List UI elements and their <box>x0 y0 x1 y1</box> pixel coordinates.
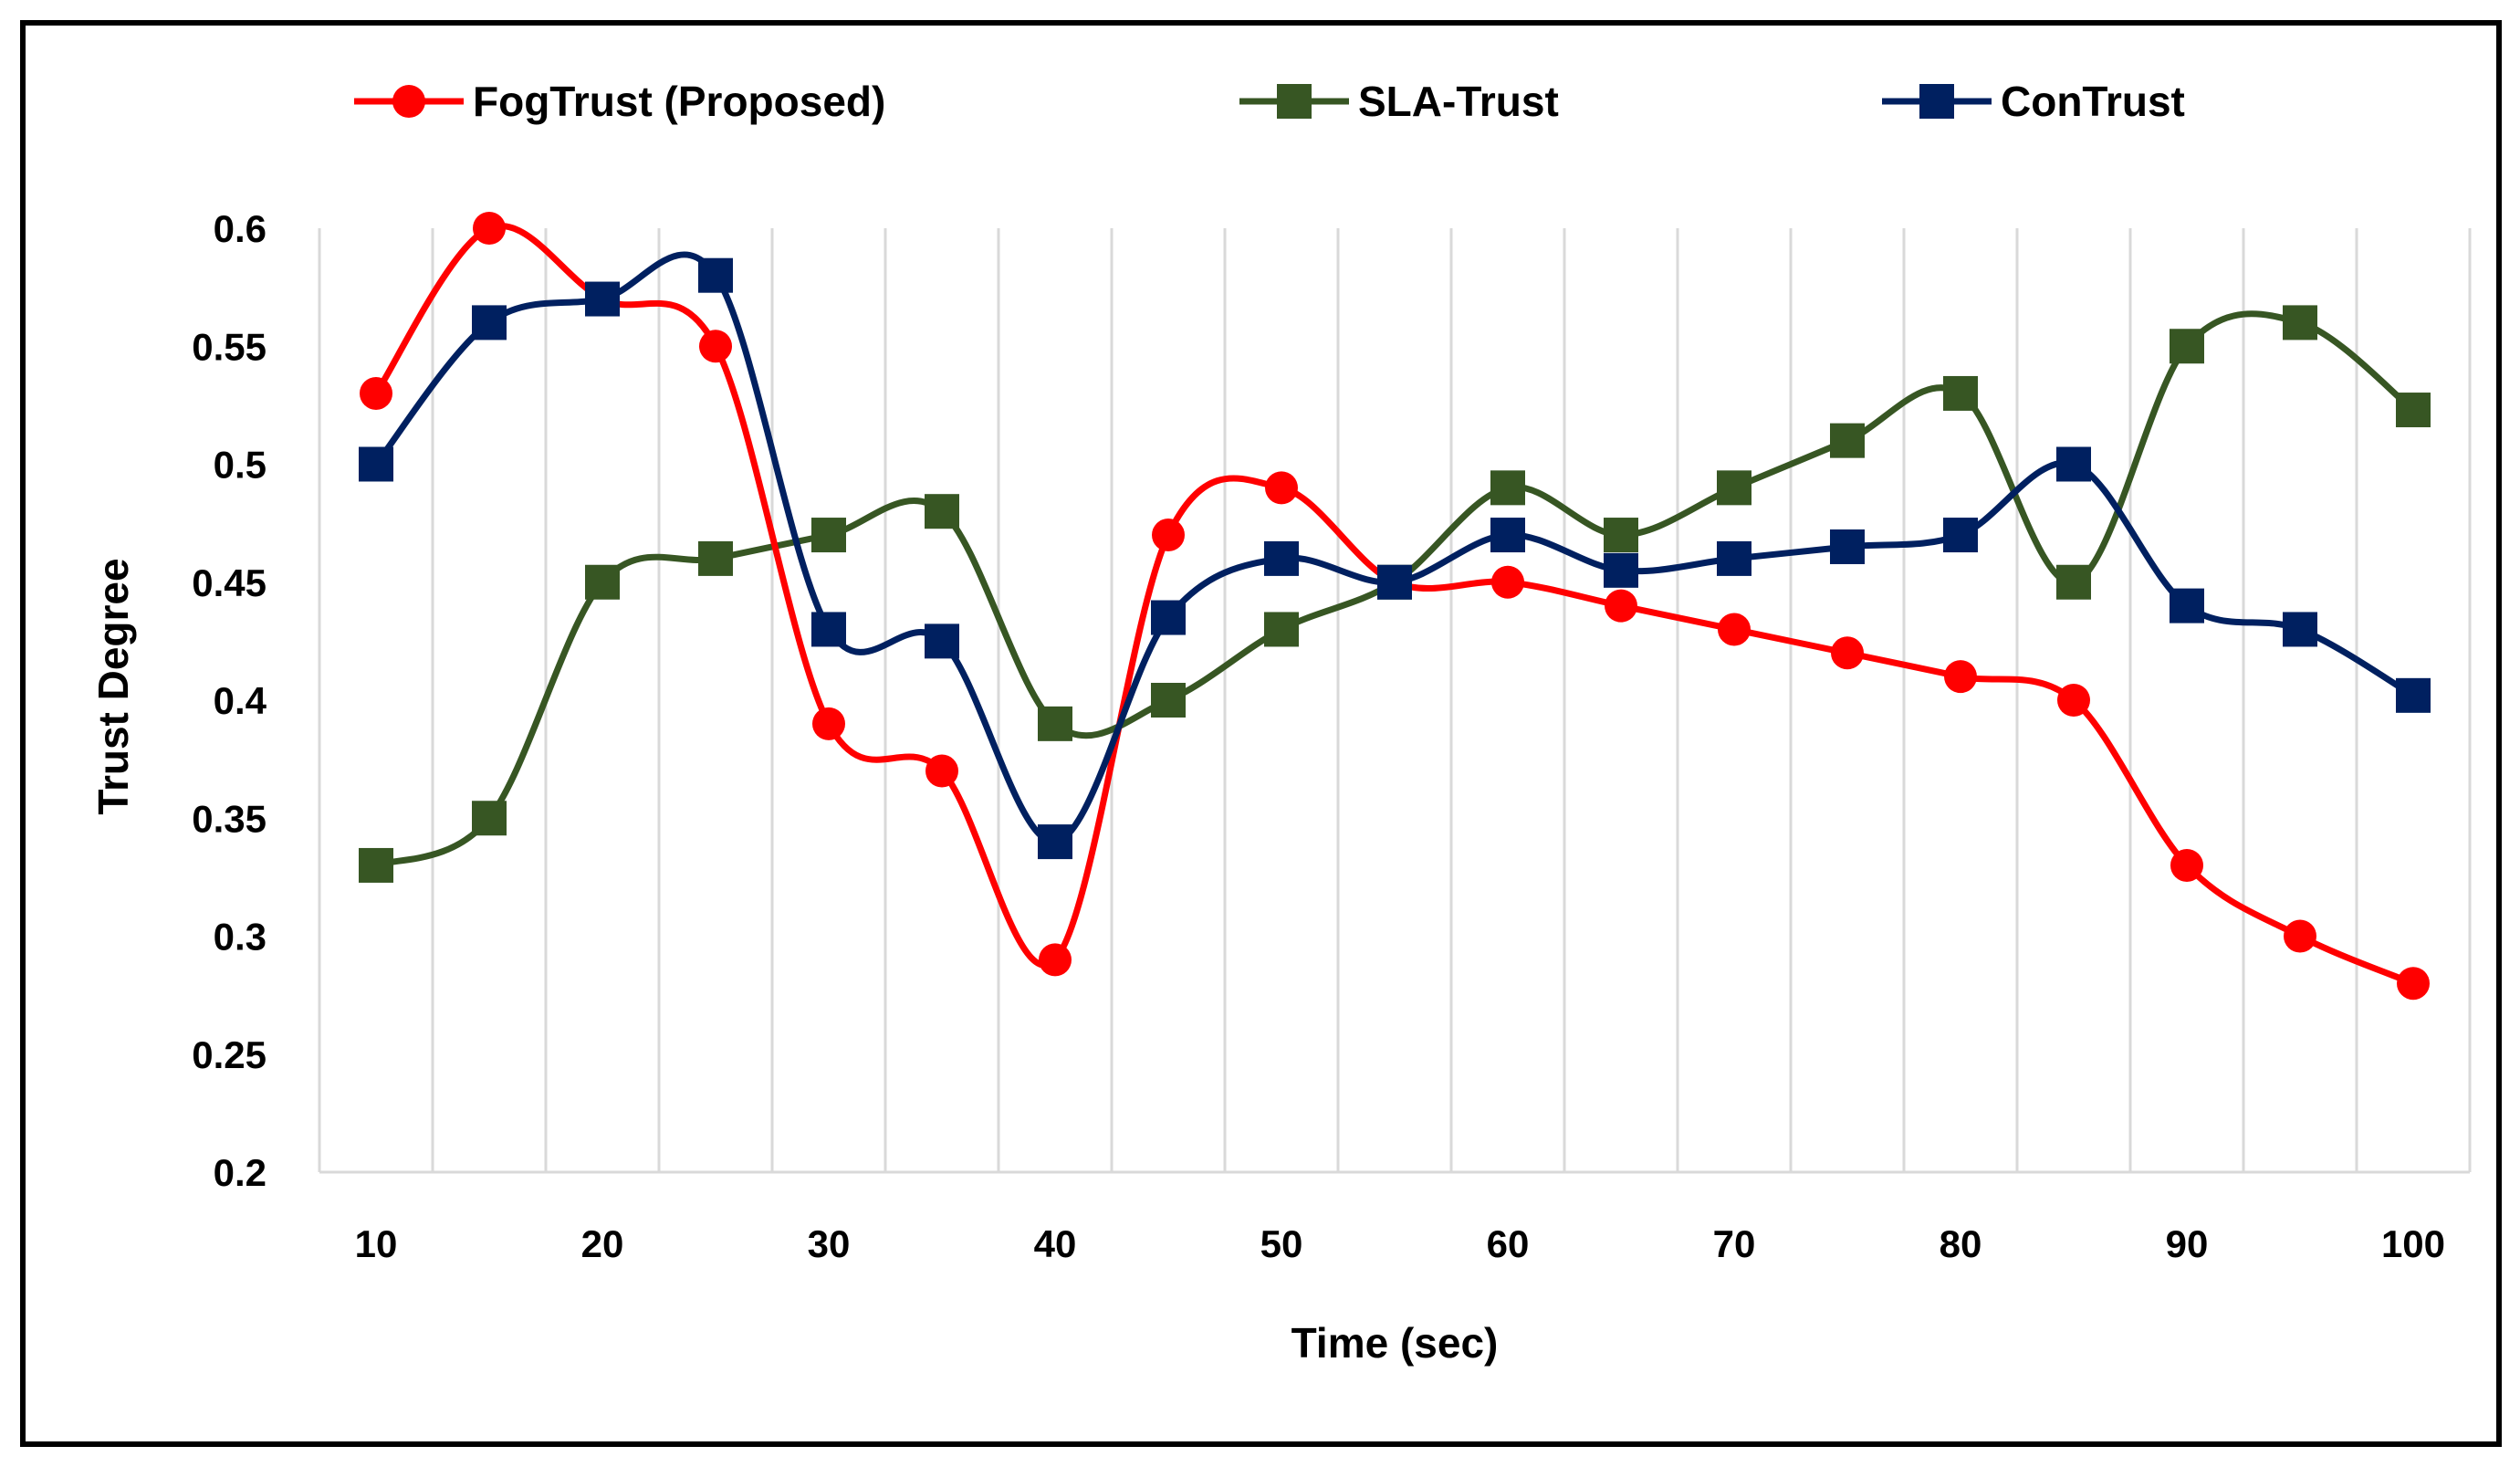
legend-item-sla-trust: SLA-Trust <box>1239 78 1559 125</box>
x-axis-ticks: 10 20 30 40 50 60 70 80 90 100 <box>355 1222 2445 1265</box>
legend-marker <box>392 85 425 118</box>
data-point-contrust <box>1264 540 1299 576</box>
data-point-sla-trust <box>698 540 733 576</box>
data-point-contrust <box>811 612 846 647</box>
data-point-fogtrust-proposed <box>1605 589 1637 623</box>
series-line-fogtrust-proposed <box>372 223 2417 987</box>
data-point-fogtrust-proposed <box>360 376 392 410</box>
data-point-fogtrust-proposed <box>699 330 732 363</box>
data-point-contrust <box>925 623 959 659</box>
legend-label: ConTrust <box>2001 78 2185 125</box>
y-tick-label: 0.35 <box>192 797 267 840</box>
data-point-fogtrust-proposed <box>2284 919 2316 953</box>
x-tick-label: 30 <box>808 1222 851 1265</box>
x-tick-label: 60 <box>1487 1222 1530 1265</box>
data-point-contrust <box>1377 564 1412 600</box>
data-point-contrust <box>359 446 393 482</box>
x-axis-title: Time (sec) <box>1291 1319 1499 1367</box>
data-point-sla-trust <box>2056 564 2091 600</box>
data-point-sla-trust <box>925 494 959 529</box>
data-point-fogtrust-proposed <box>2057 684 2090 717</box>
data-point-sla-trust <box>1717 470 1751 506</box>
data-point-fogtrust-proposed <box>1039 943 1072 977</box>
data-point-contrust <box>1717 540 1751 576</box>
legend-item-contrust: ConTrust <box>1882 78 2185 125</box>
data-point-sla-trust <box>2283 305 2317 341</box>
data-point-contrust <box>1490 518 1525 553</box>
data-point-sla-trust <box>1830 423 1865 458</box>
data-point-sla-trust <box>1038 706 1072 741</box>
y-tick-label: 0.4 <box>214 679 267 722</box>
y-tick-label: 0.3 <box>214 916 267 959</box>
data-point-fogtrust-proposed <box>2397 967 2430 1001</box>
data-point-contrust <box>1943 518 1978 553</box>
x-tick-label: 10 <box>355 1222 398 1265</box>
y-axis-title: Trust Degree <box>89 558 137 814</box>
series-layer <box>359 212 2431 1001</box>
legend-label: SLA-Trust <box>1358 78 1559 125</box>
data-point-fogtrust-proposed <box>473 212 506 245</box>
x-tick-label: 90 <box>2166 1222 2209 1265</box>
data-point-contrust <box>1830 529 1865 564</box>
y-tick-label: 0.45 <box>192 561 267 604</box>
data-point-contrust <box>1151 600 1186 635</box>
y-tick-label: 0.25 <box>192 1033 267 1076</box>
data-point-sla-trust <box>1264 612 1299 647</box>
legend-item-fogtrust-proposed: FogTrust (Proposed) <box>354 78 885 125</box>
data-point-sla-trust <box>359 847 393 883</box>
x-tick-label: 80 <box>1940 1222 1982 1265</box>
series-fogtrust-proposed <box>360 212 2430 1001</box>
data-point-sla-trust <box>472 801 507 836</box>
data-point-sla-trust <box>2396 393 2431 428</box>
data-point-contrust <box>1604 552 1638 588</box>
data-point-contrust <box>472 305 507 341</box>
data-point-sla-trust <box>811 518 846 553</box>
data-point-contrust <box>698 257 733 293</box>
x-tick-label: 20 <box>581 1222 624 1265</box>
data-point-fogtrust-proposed <box>1718 613 1751 646</box>
vertical-gridlines <box>318 228 2472 1172</box>
data-point-sla-trust <box>1943 375 1978 411</box>
data-point-contrust <box>2283 612 2317 647</box>
data-point-fogtrust-proposed <box>1265 471 1298 505</box>
y-tick-label: 0.55 <box>192 325 267 368</box>
data-point-contrust <box>585 281 620 317</box>
legend-marker <box>1919 84 1954 119</box>
y-axis-ticks: 0.2 0.25 0.3 0.35 0.4 0.45 0.5 0.55 0.6 <box>192 207 267 1194</box>
y-tick-label: 0.6 <box>214 207 267 250</box>
data-point-fogtrust-proposed <box>1152 519 1185 552</box>
series-contrust <box>359 251 2431 860</box>
data-point-sla-trust <box>1151 683 1186 718</box>
data-point-fogtrust-proposed <box>812 707 845 740</box>
legend-label: FogTrust (Proposed) <box>473 78 885 125</box>
x-tick-label: 50 <box>1260 1222 1303 1265</box>
legend: FogTrust (Proposed) SLA-Trust ConTrust <box>354 78 2185 125</box>
series-line-contrust <box>372 251 2417 845</box>
data-point-sla-trust <box>2170 329 2204 364</box>
data-point-fogtrust-proposed <box>1831 636 1864 670</box>
data-point-fogtrust-proposed <box>1944 660 1977 694</box>
x-tick-label: 100 <box>2381 1222 2445 1265</box>
data-point-fogtrust-proposed <box>1491 565 1524 599</box>
data-point-sla-trust <box>1604 518 1638 553</box>
data-point-contrust <box>2170 588 2204 623</box>
data-point-sla-trust <box>585 564 620 600</box>
data-point-contrust <box>2396 677 2431 713</box>
y-tick-label: 0.5 <box>214 444 267 487</box>
data-point-fogtrust-proposed <box>2170 848 2203 882</box>
data-point-fogtrust-proposed <box>925 754 958 788</box>
y-tick-label: 0.2 <box>214 1151 267 1194</box>
data-point-contrust <box>2056 446 2091 482</box>
data-point-sla-trust <box>1490 470 1525 506</box>
legend-marker <box>1277 84 1312 119</box>
data-point-contrust <box>1038 824 1072 860</box>
x-tick-label: 40 <box>1034 1222 1077 1265</box>
x-tick-label: 70 <box>1713 1222 1756 1265</box>
